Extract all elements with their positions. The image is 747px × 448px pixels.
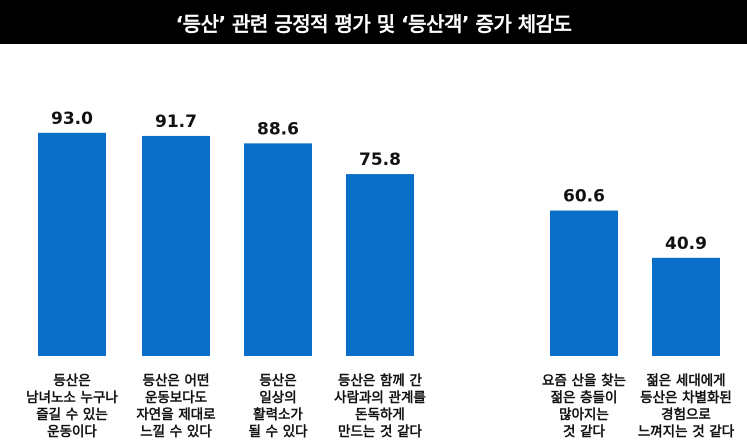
category-label-4: 등산은 함께 간 사람과의 관계를 돈독하게 만드는 것 같다 — [334, 372, 426, 440]
category-label-line: 등산은 어떤 — [143, 372, 210, 389]
category-label-line: 요즘 산을 찾는 — [542, 372, 626, 389]
bar-3 — [244, 143, 312, 356]
category-label-line: 등산은 — [53, 372, 90, 389]
category-label-6: 젊은 세대에게 등산은 차별화된 경험으로 느껴지는 것 같다 — [638, 373, 735, 440]
category-label-line: 많아지는 — [559, 406, 609, 423]
category-label-line: 등산은 차별화된 — [640, 389, 732, 406]
bar-5 — [550, 210, 618, 356]
category-label-line: 즐길 수 있는 — [36, 407, 108, 423]
category-label-2: 등산은 어떤 운동보다도 자연을 제대로 느낄 수 있다 — [136, 372, 216, 440]
bar-1 — [38, 132, 106, 356]
category-label-line: 경험으로 — [661, 406, 711, 423]
bar-4 — [346, 174, 414, 356]
category-label-line: 사람과의 관계를 — [334, 389, 426, 406]
category-label-1: 등산은 남녀노소 누구나 즐길 수 있는 운동이다 — [26, 372, 118, 440]
category-label-line: 될 수 있다 — [248, 424, 308, 440]
value-label-4: 75.8 — [359, 150, 401, 170]
value-label-3: 88.6 — [257, 119, 299, 139]
category-label-line: 젊은 층들이 — [551, 389, 618, 406]
bar-2 — [142, 135, 210, 356]
category-label-line: 돈독하게 — [355, 406, 405, 423]
category-label-line: 것 같다 — [563, 423, 606, 440]
category-label-line: 등산은 — [259, 372, 296, 389]
category-label-line: 느낄 수 있다 — [140, 424, 212, 440]
category-label-line: 젊은 세대에게 — [646, 373, 725, 389]
category-label-line: 일상의 — [259, 389, 296, 406]
value-label-5: 60.6 — [563, 187, 605, 207]
category-label-line: 활력소가 — [253, 406, 303, 423]
category-label-line: 자연을 제대로 — [136, 407, 216, 423]
bar-6 — [652, 257, 720, 356]
category-label-3: 등산은 일상의 활력소가 될 수 있다 — [248, 372, 308, 440]
chart-title: ‘등산’ 관련 긍정적 평가 및 ‘등산객’ 증가 체감도 — [0, 0, 747, 44]
category-label-5: 요즘 산을 찾는 젊은 층들이 많아지는 것 같다 — [542, 372, 626, 440]
value-label-1: 93.0 — [51, 109, 93, 129]
category-label-line: 등산은 함께 간 — [338, 372, 422, 389]
category-label-line: 느껴지는 것 같다 — [638, 423, 735, 440]
category-label-line: 운동이다 — [47, 423, 97, 440]
category-label-line: 운동보다도 — [145, 390, 208, 406]
category-label-line: 남녀노소 누구나 — [26, 389, 118, 406]
value-label-6: 40.9 — [665, 234, 707, 254]
category-label-line: 만드는 것 같다 — [338, 423, 422, 440]
value-label-2: 91.7 — [155, 112, 197, 132]
